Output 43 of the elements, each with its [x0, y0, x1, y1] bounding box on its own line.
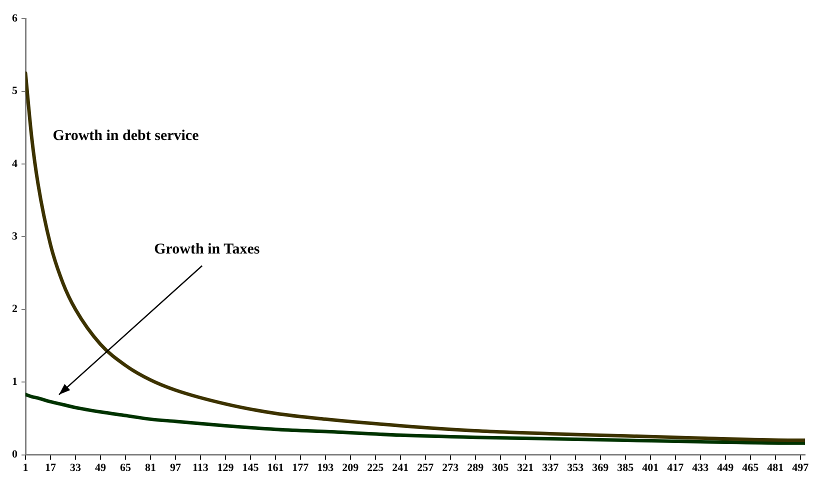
x-tick-label: 177: [292, 462, 310, 474]
x-tick-label: 353: [567, 462, 584, 474]
x-tick-label: 497: [792, 462, 810, 474]
x-tick-label: 1: [22, 462, 28, 474]
x-tick-label: 193: [317, 462, 334, 474]
x-tick-label: 49: [94, 462, 106, 474]
x-tick-label: 369: [592, 462, 610, 474]
x-tick-label: 433: [692, 462, 710, 474]
x-tick-label: 33: [70, 462, 82, 474]
text: Growth in Taxes: [154, 242, 260, 258]
x-tick-label: 65: [120, 462, 132, 474]
x-tick-label: 289: [467, 462, 484, 474]
x-tick-label: 465: [742, 462, 760, 474]
y-tick-label: 6: [12, 12, 18, 24]
x-tick-label: 209: [342, 462, 360, 474]
y-tick-label: 4: [12, 158, 18, 170]
x-tick-label: 225: [367, 462, 384, 474]
x-tick-label: 417: [667, 462, 684, 474]
y-tick-label: 3: [12, 230, 18, 243]
x-tick-label: 337: [542, 462, 560, 474]
x-tick-label: 81: [144, 462, 156, 474]
line-series: [26, 392, 805, 445]
y-tick-label: 1: [12, 376, 18, 388]
y-tick-label: 0: [12, 448, 18, 461]
x-tick-label: 273: [442, 462, 460, 474]
x-tick-label: 113: [192, 462, 209, 474]
series-label: Growth in debt service: [52, 128, 200, 144]
x-tick-label: 161: [267, 462, 284, 474]
x-tick-label: 17: [44, 462, 56, 474]
x-tick-label: 145: [242, 462, 260, 474]
x-tick-label: 321: [517, 462, 534, 474]
x-tick-label: 241: [392, 462, 409, 474]
line-series: [26, 71, 805, 442]
x-tick-label: 97: [170, 462, 182, 474]
y-tick-label: 2: [12, 303, 18, 316]
x-tick-label: 129: [217, 462, 234, 474]
x-tick-label: 257: [417, 462, 434, 474]
x-tick-label: 401: [642, 462, 659, 474]
x-tick-label: 481: [767, 462, 784, 474]
x-tick-label: 449: [717, 462, 734, 474]
y-tick-label: 5: [12, 85, 18, 98]
x-tick-label: 305: [492, 462, 510, 474]
x-tick-label: 385: [617, 462, 634, 474]
